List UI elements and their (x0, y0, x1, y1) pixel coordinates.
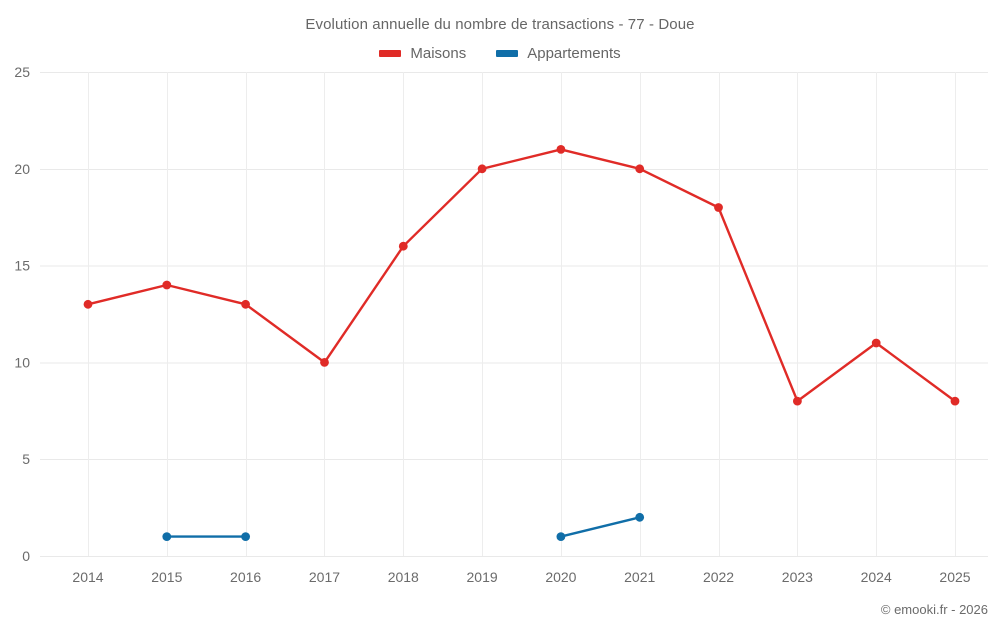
x-axis-tick-label: 2014 (72, 569, 103, 585)
data-point[interactable] (556, 145, 566, 154)
data-point[interactable] (950, 396, 960, 406)
data-point[interactable] (635, 512, 645, 522)
legend-swatch-maisons-icon (379, 50, 402, 57)
data-point[interactable] (793, 396, 802, 406)
x-axis-tick-label: 2020 (545, 569, 576, 585)
y-axis-tick-label: 0 (22, 548, 30, 564)
legend-item-appartements[interactable]: Appartements (496, 45, 621, 62)
x-axis-tick-label: 2023 (782, 569, 813, 585)
chart-title: Evolution annuelle du nombre de transact… (305, 16, 695, 33)
data-point[interactable] (162, 280, 172, 290)
data-point[interactable] (320, 358, 329, 367)
x-axis-tick-label: 2021 (624, 569, 655, 585)
series-maisons (83, 145, 960, 406)
data-point[interactable] (83, 299, 93, 309)
legend-item-maisons[interactable]: Maisons (379, 45, 466, 62)
data-point[interactable] (871, 338, 881, 348)
series-appartements (162, 512, 645, 541)
horizontal-gridlines (40, 72, 988, 557)
data-point[interactable] (714, 203, 723, 212)
data-point[interactable] (241, 532, 251, 541)
x-axis-tick-label: 2016 (230, 569, 261, 585)
x-axis-tick-label: 2019 (467, 569, 498, 585)
y-axis-tick-label: 20 (14, 161, 30, 177)
legend-swatch-appartements-icon (496, 50, 519, 57)
chart-legend: Maisons Appartements (0, 45, 1000, 62)
vertical-gridlines (88, 72, 956, 556)
data-point[interactable] (398, 241, 408, 251)
data-point[interactable] (556, 532, 566, 541)
y-axis-tick-labels: 0 5 10 15 20 25 (14, 64, 30, 564)
x-axis-tick-label: 2018 (388, 569, 419, 585)
series-line-segment (86, 148, 957, 403)
y-axis-tick-label: 10 (14, 354, 30, 370)
x-axis-tick-label: 2015 (151, 569, 182, 585)
copyright-notice: © emooki.fr - 2026 (880, 602, 988, 617)
legend-label-maisons: Maisons (410, 45, 467, 62)
x-axis-tick-label: 2017 (309, 569, 340, 585)
data-point[interactable] (162, 532, 172, 541)
data-point[interactable] (241, 299, 251, 309)
y-axis-tick-label: 15 (14, 258, 30, 274)
data-series-layer (83, 145, 960, 541)
series-line-segment (559, 516, 641, 538)
x-axis-tick-label: 2025 (939, 569, 970, 585)
legend-label-appartements: Appartements (527, 45, 621, 62)
data-point[interactable] (635, 164, 645, 174)
y-axis-tick-label: 25 (14, 64, 30, 80)
data-point[interactable] (477, 164, 487, 174)
y-axis-tick-label: 5 (22, 451, 30, 467)
x-axis-tick-labels: 2014 2015 2016 2017 2018 2019 2020 2021 2022 2023… (72, 569, 970, 585)
x-axis-tick-label: 2022 (703, 569, 734, 585)
x-axis-tick-label: 2024 (861, 569, 892, 585)
